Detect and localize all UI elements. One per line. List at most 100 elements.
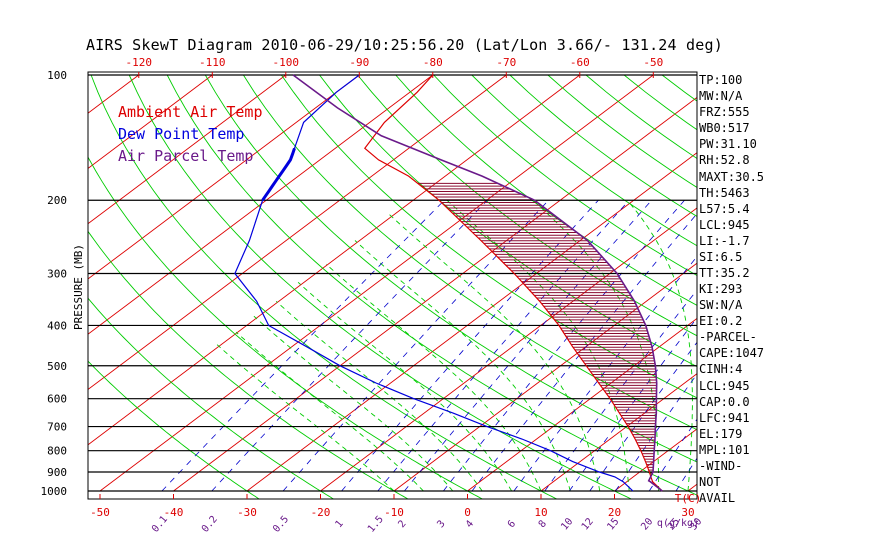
index-item: NOT bbox=[699, 474, 721, 489]
isotherm-line bbox=[393, 262, 697, 492]
index-item: EI:0.2 bbox=[699, 314, 743, 329]
pressure-tick-label: 400 bbox=[47, 319, 67, 332]
top-temp-label: -90 bbox=[349, 56, 369, 69]
isotherm-line bbox=[88, 74, 213, 170]
dry-adiabat-line bbox=[88, 297, 335, 499]
air-parcel-temp-line bbox=[292, 74, 663, 492]
index-item: TT:35.2 bbox=[699, 265, 750, 280]
temp-unit-label: T(C) bbox=[675, 492, 702, 505]
dry-adiabat-line bbox=[128, 74, 633, 499]
index-item: MPL:101 bbox=[699, 442, 750, 457]
moist-adiabat-line bbox=[325, 263, 542, 492]
index-item: PW:31.10 bbox=[699, 137, 757, 152]
mixing-ratio-label: 10 bbox=[559, 516, 575, 532]
mixing-ratio-label: 0.2 bbox=[200, 514, 220, 535]
mixing-ratio-label: 6 bbox=[506, 519, 518, 531]
mixing-ratio-label: 8 bbox=[537, 519, 549, 531]
plot-frame bbox=[87, 71, 698, 500]
sounding-series bbox=[234, 74, 663, 492]
top-temp-label: -100 bbox=[273, 56, 300, 69]
pressure-tick-label: 1000 bbox=[41, 485, 68, 498]
moist-adiabat-line bbox=[216, 344, 395, 492]
pressure-tick-label: 900 bbox=[47, 466, 67, 479]
pressure-tick-label: 500 bbox=[47, 360, 67, 373]
y-axis-label: PRESSURE (MB) bbox=[72, 244, 85, 330]
legend-entry: Air Parcel Temp bbox=[118, 147, 253, 165]
dry-adiabat-line bbox=[90, 74, 558, 499]
mixing-ratio-label: 3 bbox=[435, 519, 447, 531]
legend-entry: Ambient Air Temp bbox=[118, 103, 263, 121]
index-item: CAP:0.0 bbox=[699, 394, 750, 409]
isotherm-line bbox=[99, 74, 654, 492]
dry-adiabat-line bbox=[661, 74, 697, 102]
dry-adiabat-line bbox=[281, 74, 697, 399]
bottom-temp-label: -20 bbox=[311, 506, 331, 519]
mixing-ratio-line bbox=[161, 199, 445, 492]
index-item: FRZ:555 bbox=[699, 105, 750, 120]
mixing-ratio-label: 0.5 bbox=[271, 514, 291, 535]
pressure-tick-label: 800 bbox=[47, 445, 67, 458]
index-item: TH:5463 bbox=[699, 185, 750, 200]
pressure-tick-label: 200 bbox=[47, 194, 67, 207]
index-item: KI:293 bbox=[699, 282, 743, 296]
bottom-temp-label: -40 bbox=[164, 506, 184, 519]
index-item: RH:52.8 bbox=[699, 153, 750, 168]
index-item: CAPE:1047 bbox=[699, 346, 765, 361]
isotherm-line bbox=[88, 74, 581, 446]
index-item: SW:N/A bbox=[699, 298, 743, 313]
index-item: TP:100 bbox=[699, 73, 743, 87]
mixing-ratio-label: 1.5 bbox=[366, 514, 386, 535]
index-item: LI:-1.7 bbox=[699, 233, 750, 248]
dry-adiabat-line bbox=[166, 74, 697, 496]
legend: Ambient Air Temp Dew Point Temp Air Parcel… bbox=[118, 103, 263, 165]
index-item: AVAIL bbox=[699, 491, 736, 505]
moist-adiabat-line bbox=[387, 212, 601, 492]
top-temp-label: -110 bbox=[199, 56, 226, 69]
dry-adiabat-line bbox=[204, 74, 697, 463]
mixing-ratio-label: 4 bbox=[464, 519, 476, 531]
moist-adiabat-line bbox=[626, 199, 693, 492]
bottom-temp-label: -50 bbox=[90, 506, 110, 519]
legend-entry: Dew Point Temp bbox=[118, 125, 244, 143]
bottom-temp-label: 30 bbox=[681, 506, 694, 519]
index-item: CINH:4 bbox=[699, 362, 743, 377]
mixing-ratio-line bbox=[471, 213, 697, 492]
mixing-ratio-label: 20 bbox=[639, 516, 655, 532]
isotherm-line bbox=[762, 75, 870, 491]
chart-title: AIRS SkewT Diagram 2010-06-29/10:25:56.2… bbox=[86, 36, 723, 54]
pressure-tick-label: 600 bbox=[47, 393, 67, 406]
mixing-ratio-label: 12 bbox=[580, 516, 596, 532]
dew-point-temp-line-thick bbox=[261, 147, 296, 202]
index-item: WB0:517 bbox=[699, 121, 750, 136]
top-temp-label: -70 bbox=[496, 56, 516, 69]
index-item: L57:5.4 bbox=[699, 201, 750, 216]
ambient-air-temp-line bbox=[363, 74, 663, 492]
index-item: SI:6.5 bbox=[699, 249, 743, 264]
index-item: LFC:941 bbox=[699, 410, 750, 425]
pressure-tick-label: 700 bbox=[47, 421, 67, 434]
top-temp-label: -80 bbox=[423, 56, 443, 69]
cape-hatching bbox=[417, 182, 657, 474]
isobars bbox=[88, 74, 697, 492]
dry-adiabat-line bbox=[738, 75, 870, 500]
index-item: MW:N/A bbox=[699, 89, 743, 104]
pressure-tick-label: 300 bbox=[47, 267, 67, 280]
pressure-tick-label: 100 bbox=[47, 69, 67, 82]
bottom-temp-label: 0 bbox=[464, 506, 471, 519]
index-item: EL:179 bbox=[699, 426, 743, 441]
index-item: LCL:945 bbox=[699, 217, 750, 232]
moist-adiabat-line bbox=[297, 281, 512, 492]
mixing-ratio-label: 1 bbox=[334, 519, 346, 531]
dry-adiabat-line bbox=[433, 74, 697, 276]
moist-adiabat-line bbox=[235, 331, 424, 492]
isotherm-line bbox=[88, 74, 360, 280]
top-temp-label: -50 bbox=[643, 56, 663, 69]
bottom-temp-label: 10 bbox=[534, 506, 547, 519]
mixing-ratio-label: 2 bbox=[396, 519, 408, 531]
bottom-temp-label: 20 bbox=[608, 506, 621, 519]
top-temp-label: -120 bbox=[126, 56, 153, 69]
isotherm-line bbox=[467, 317, 697, 492]
index-item: LCL:945 bbox=[699, 378, 750, 393]
dry-adiabat-line bbox=[395, 74, 697, 306]
